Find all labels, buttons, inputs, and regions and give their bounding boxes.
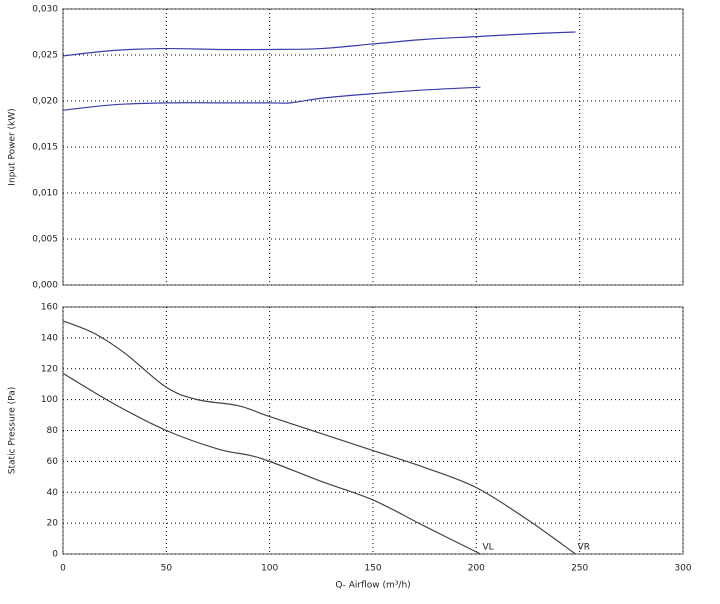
y-tick-label: 100	[41, 395, 58, 405]
x-tick-label: 200	[468, 564, 485, 574]
y-tick-label: 0,010	[32, 189, 58, 199]
line-series	[62, 320, 576, 555]
y-tick-label: 0,015	[32, 143, 58, 153]
y-tick-label: 0,030	[32, 5, 58, 15]
series-end-label: VR	[578, 543, 590, 553]
y-tick-label: 0,000	[32, 281, 58, 291]
y-tick-label: 120	[41, 364, 58, 374]
x-tick-label: 300	[674, 564, 691, 574]
x-tick-label: 0	[60, 564, 66, 574]
y-tick-label: 20	[47, 519, 59, 529]
line-series	[62, 86, 481, 111]
y-tick-label: 0,005	[32, 235, 58, 245]
y-tick-label: 80	[47, 426, 59, 436]
y-axis-title: Input Power (kW)	[8, 108, 18, 185]
y-tick-label: 40	[47, 488, 59, 498]
y-tick-label: 0	[52, 550, 58, 560]
x-tick-label: 100	[261, 564, 278, 574]
y-axis-title: Static Pressure (Pa)	[8, 387, 18, 474]
x-tick-label: 50	[161, 564, 173, 574]
x-tick-label: 150	[364, 564, 381, 574]
x-tick-label: 250	[571, 564, 588, 574]
line-series	[62, 31, 576, 57]
x-axis-title: Q- Airflow (m³/h)	[335, 581, 410, 591]
y-tick-label: 160	[41, 303, 58, 313]
series-end-label: VL	[482, 543, 493, 553]
y-tick-label: 60	[47, 457, 59, 467]
y-tick-label: 0,025	[32, 51, 58, 61]
line-series	[62, 372, 481, 555]
y-tick-label: 140	[41, 333, 58, 343]
y-tick-label: 0,020	[32, 97, 58, 107]
